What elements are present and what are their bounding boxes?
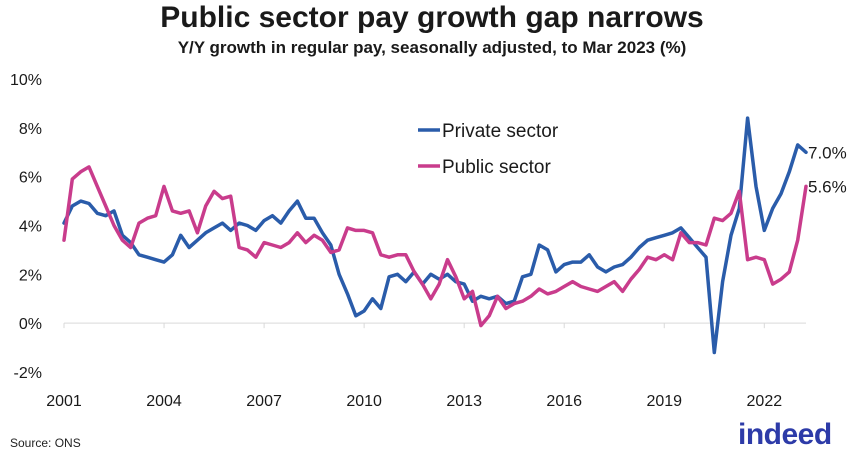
x-tick-label: 2016 (546, 393, 582, 410)
indeed-logo: indeed (738, 418, 832, 451)
end-value-label: 7.0% (808, 143, 847, 162)
y-tick-label: 8% (19, 121, 42, 138)
x-tick-label: 2004 (146, 393, 182, 410)
source-note: Source: ONS (10, 436, 81, 450)
y-axis-labels: 10% 8% 6% 4% 2% 0% -2% (10, 72, 42, 382)
chart-subtitle: Y/Y growth in regular pay, seasonally ad… (177, 38, 687, 57)
x-axis-labels: 2001 2004 2007 2010 2013 2016 2019 2022 (46, 393, 782, 410)
end-value-label: 5.6% (808, 177, 847, 196)
x-tick-label: 2013 (446, 393, 482, 410)
axes (63, 322, 806, 329)
x-tick-label: 2010 (346, 393, 382, 410)
y-tick-label: -2% (14, 365, 42, 382)
end-labels: 7.0% 5.6% (808, 143, 847, 196)
legend: Private sector Public sector (418, 121, 559, 178)
legend-label: Private sector (442, 121, 559, 142)
x-tick-label: 2022 (747, 393, 783, 410)
chart-title: Public sector pay growth gap narrows (160, 1, 704, 34)
series-line-private-sector (62, 116, 808, 355)
series-line-public-sector (62, 165, 808, 328)
x-tick-label: 2019 (646, 393, 682, 410)
x-tick-label: 2001 (46, 393, 82, 410)
y-tick-label: 4% (19, 219, 42, 236)
y-tick-label: 2% (19, 267, 42, 284)
legend-label: Public sector (442, 157, 551, 178)
series-lines (62, 116, 808, 355)
y-tick-label: 0% (19, 316, 42, 333)
y-tick-label: 10% (10, 72, 42, 89)
x-tick-label: 2007 (246, 393, 282, 410)
y-tick-label: 6% (19, 170, 42, 187)
